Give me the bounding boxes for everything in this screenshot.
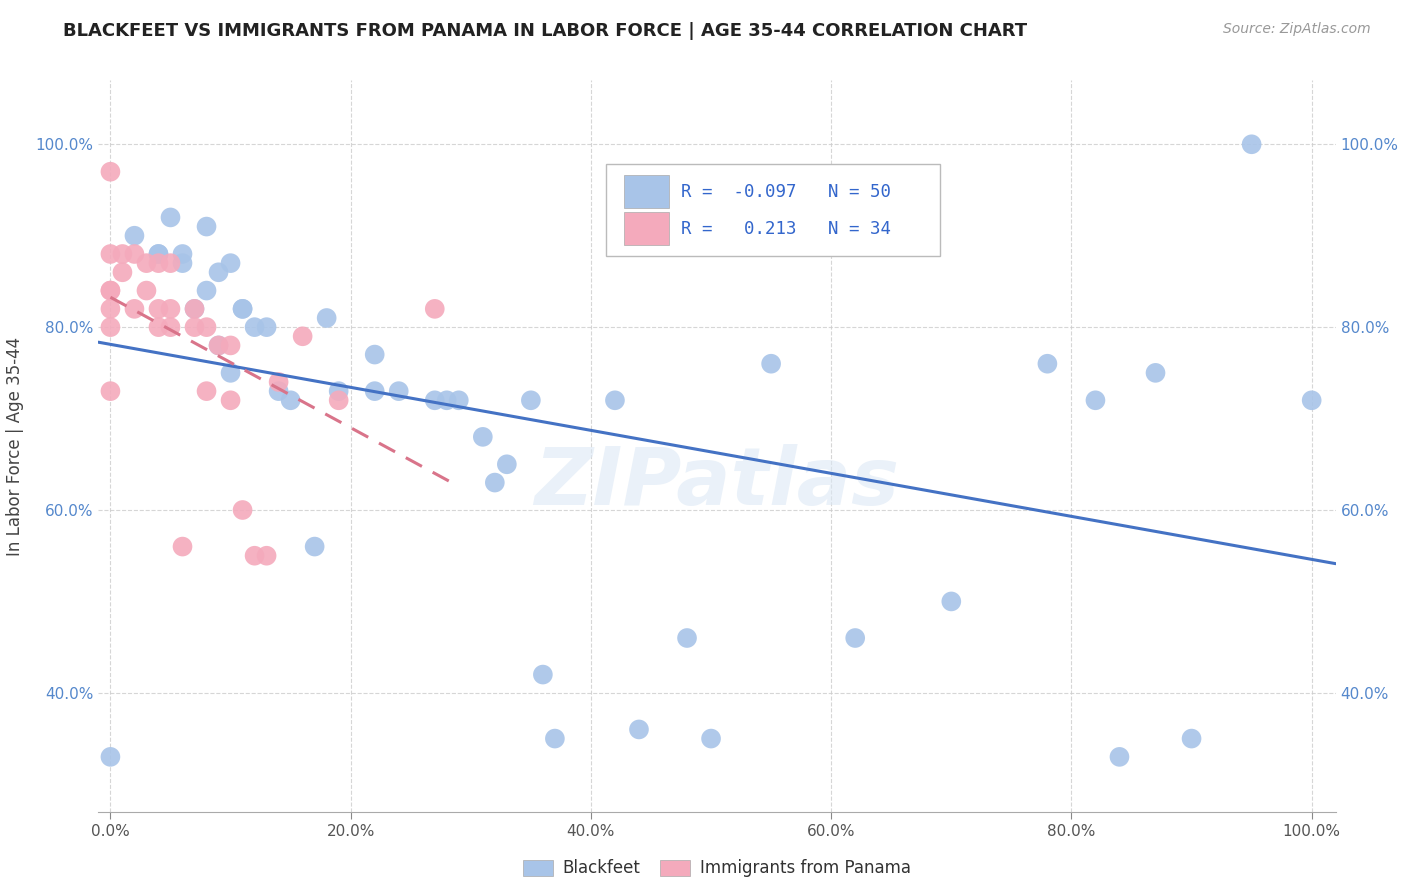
Point: [627, 723, 650, 737]
Point: [195, 219, 218, 234]
Point: [1108, 749, 1130, 764]
Point: [100, 384, 122, 399]
Point: [183, 301, 205, 316]
Point: [148, 301, 170, 316]
Point: [219, 393, 242, 408]
Point: [388, 384, 411, 399]
Point: [267, 375, 290, 389]
Y-axis label: In Labor Force | Age 35-44: In Labor Force | Age 35-44: [7, 336, 24, 556]
Point: [148, 320, 170, 334]
Point: [172, 540, 194, 554]
Point: [183, 320, 205, 334]
Point: [471, 430, 494, 444]
Text: BLACKFEET VS IMMIGRANTS FROM PANAMA IN LABOR FORCE | AGE 35-44 CORRELATION CHART: BLACKFEET VS IMMIGRANTS FROM PANAMA IN L…: [63, 22, 1028, 40]
Point: [759, 357, 782, 371]
Point: [1180, 731, 1202, 746]
Point: [207, 338, 229, 352]
Text: Source: ZipAtlas.com: Source: ZipAtlas.com: [1223, 22, 1371, 37]
Point: [135, 256, 157, 270]
Point: [243, 320, 266, 334]
Point: [436, 393, 458, 408]
Point: [232, 301, 254, 316]
Point: [364, 384, 387, 399]
Point: [183, 301, 205, 316]
Point: [544, 731, 567, 746]
Point: [423, 301, 446, 316]
Point: [195, 284, 218, 298]
Point: [124, 247, 146, 261]
Point: [291, 329, 314, 343]
Point: [172, 247, 194, 261]
FancyBboxPatch shape: [624, 211, 669, 245]
Point: [941, 594, 963, 608]
Point: [100, 284, 122, 298]
Point: [1144, 366, 1167, 380]
Point: [207, 265, 229, 279]
Point: [256, 320, 278, 334]
Point: [328, 393, 350, 408]
Point: [700, 731, 723, 746]
Text: ZIPatlas: ZIPatlas: [534, 443, 900, 522]
Point: [531, 667, 554, 681]
Point: [124, 228, 146, 243]
Point: [100, 320, 122, 334]
Point: [364, 348, 387, 362]
Point: [328, 384, 350, 399]
FancyBboxPatch shape: [606, 164, 939, 256]
Point: [100, 284, 122, 298]
Point: [124, 301, 146, 316]
Point: [315, 311, 337, 326]
Point: [195, 320, 218, 334]
Point: [232, 301, 254, 316]
Point: [219, 256, 242, 270]
Point: [135, 284, 157, 298]
Point: [484, 475, 506, 490]
Point: [100, 301, 122, 316]
Point: [280, 393, 302, 408]
Point: [267, 384, 290, 399]
Point: [148, 256, 170, 270]
Legend: Blackfeet, Immigrants from Panama: Blackfeet, Immigrants from Panama: [516, 853, 918, 884]
Point: [700, 219, 723, 234]
Point: [111, 265, 134, 279]
Point: [159, 301, 181, 316]
Text: R =  -0.097   N = 50: R = -0.097 N = 50: [681, 183, 891, 201]
Point: [447, 393, 470, 408]
Point: [148, 247, 170, 261]
Point: [1240, 137, 1263, 152]
Point: [1301, 393, 1323, 408]
Point: [219, 338, 242, 352]
FancyBboxPatch shape: [624, 175, 669, 209]
Point: [148, 247, 170, 261]
Point: [423, 393, 446, 408]
Point: [844, 631, 866, 645]
Point: [195, 384, 218, 399]
Point: [676, 631, 699, 645]
Point: [172, 256, 194, 270]
Point: [256, 549, 278, 563]
Point: [219, 366, 242, 380]
Point: [159, 320, 181, 334]
Point: [1084, 393, 1107, 408]
Point: [111, 247, 134, 261]
Point: [603, 393, 626, 408]
Text: R =   0.213   N = 34: R = 0.213 N = 34: [681, 219, 891, 237]
Point: [243, 549, 266, 563]
Point: [207, 338, 229, 352]
Point: [100, 749, 122, 764]
Point: [159, 211, 181, 225]
Point: [1036, 357, 1059, 371]
Point: [100, 164, 122, 178]
Point: [232, 503, 254, 517]
Point: [520, 393, 543, 408]
Point: [495, 458, 517, 472]
Point: [100, 247, 122, 261]
Point: [159, 256, 181, 270]
Point: [304, 540, 326, 554]
